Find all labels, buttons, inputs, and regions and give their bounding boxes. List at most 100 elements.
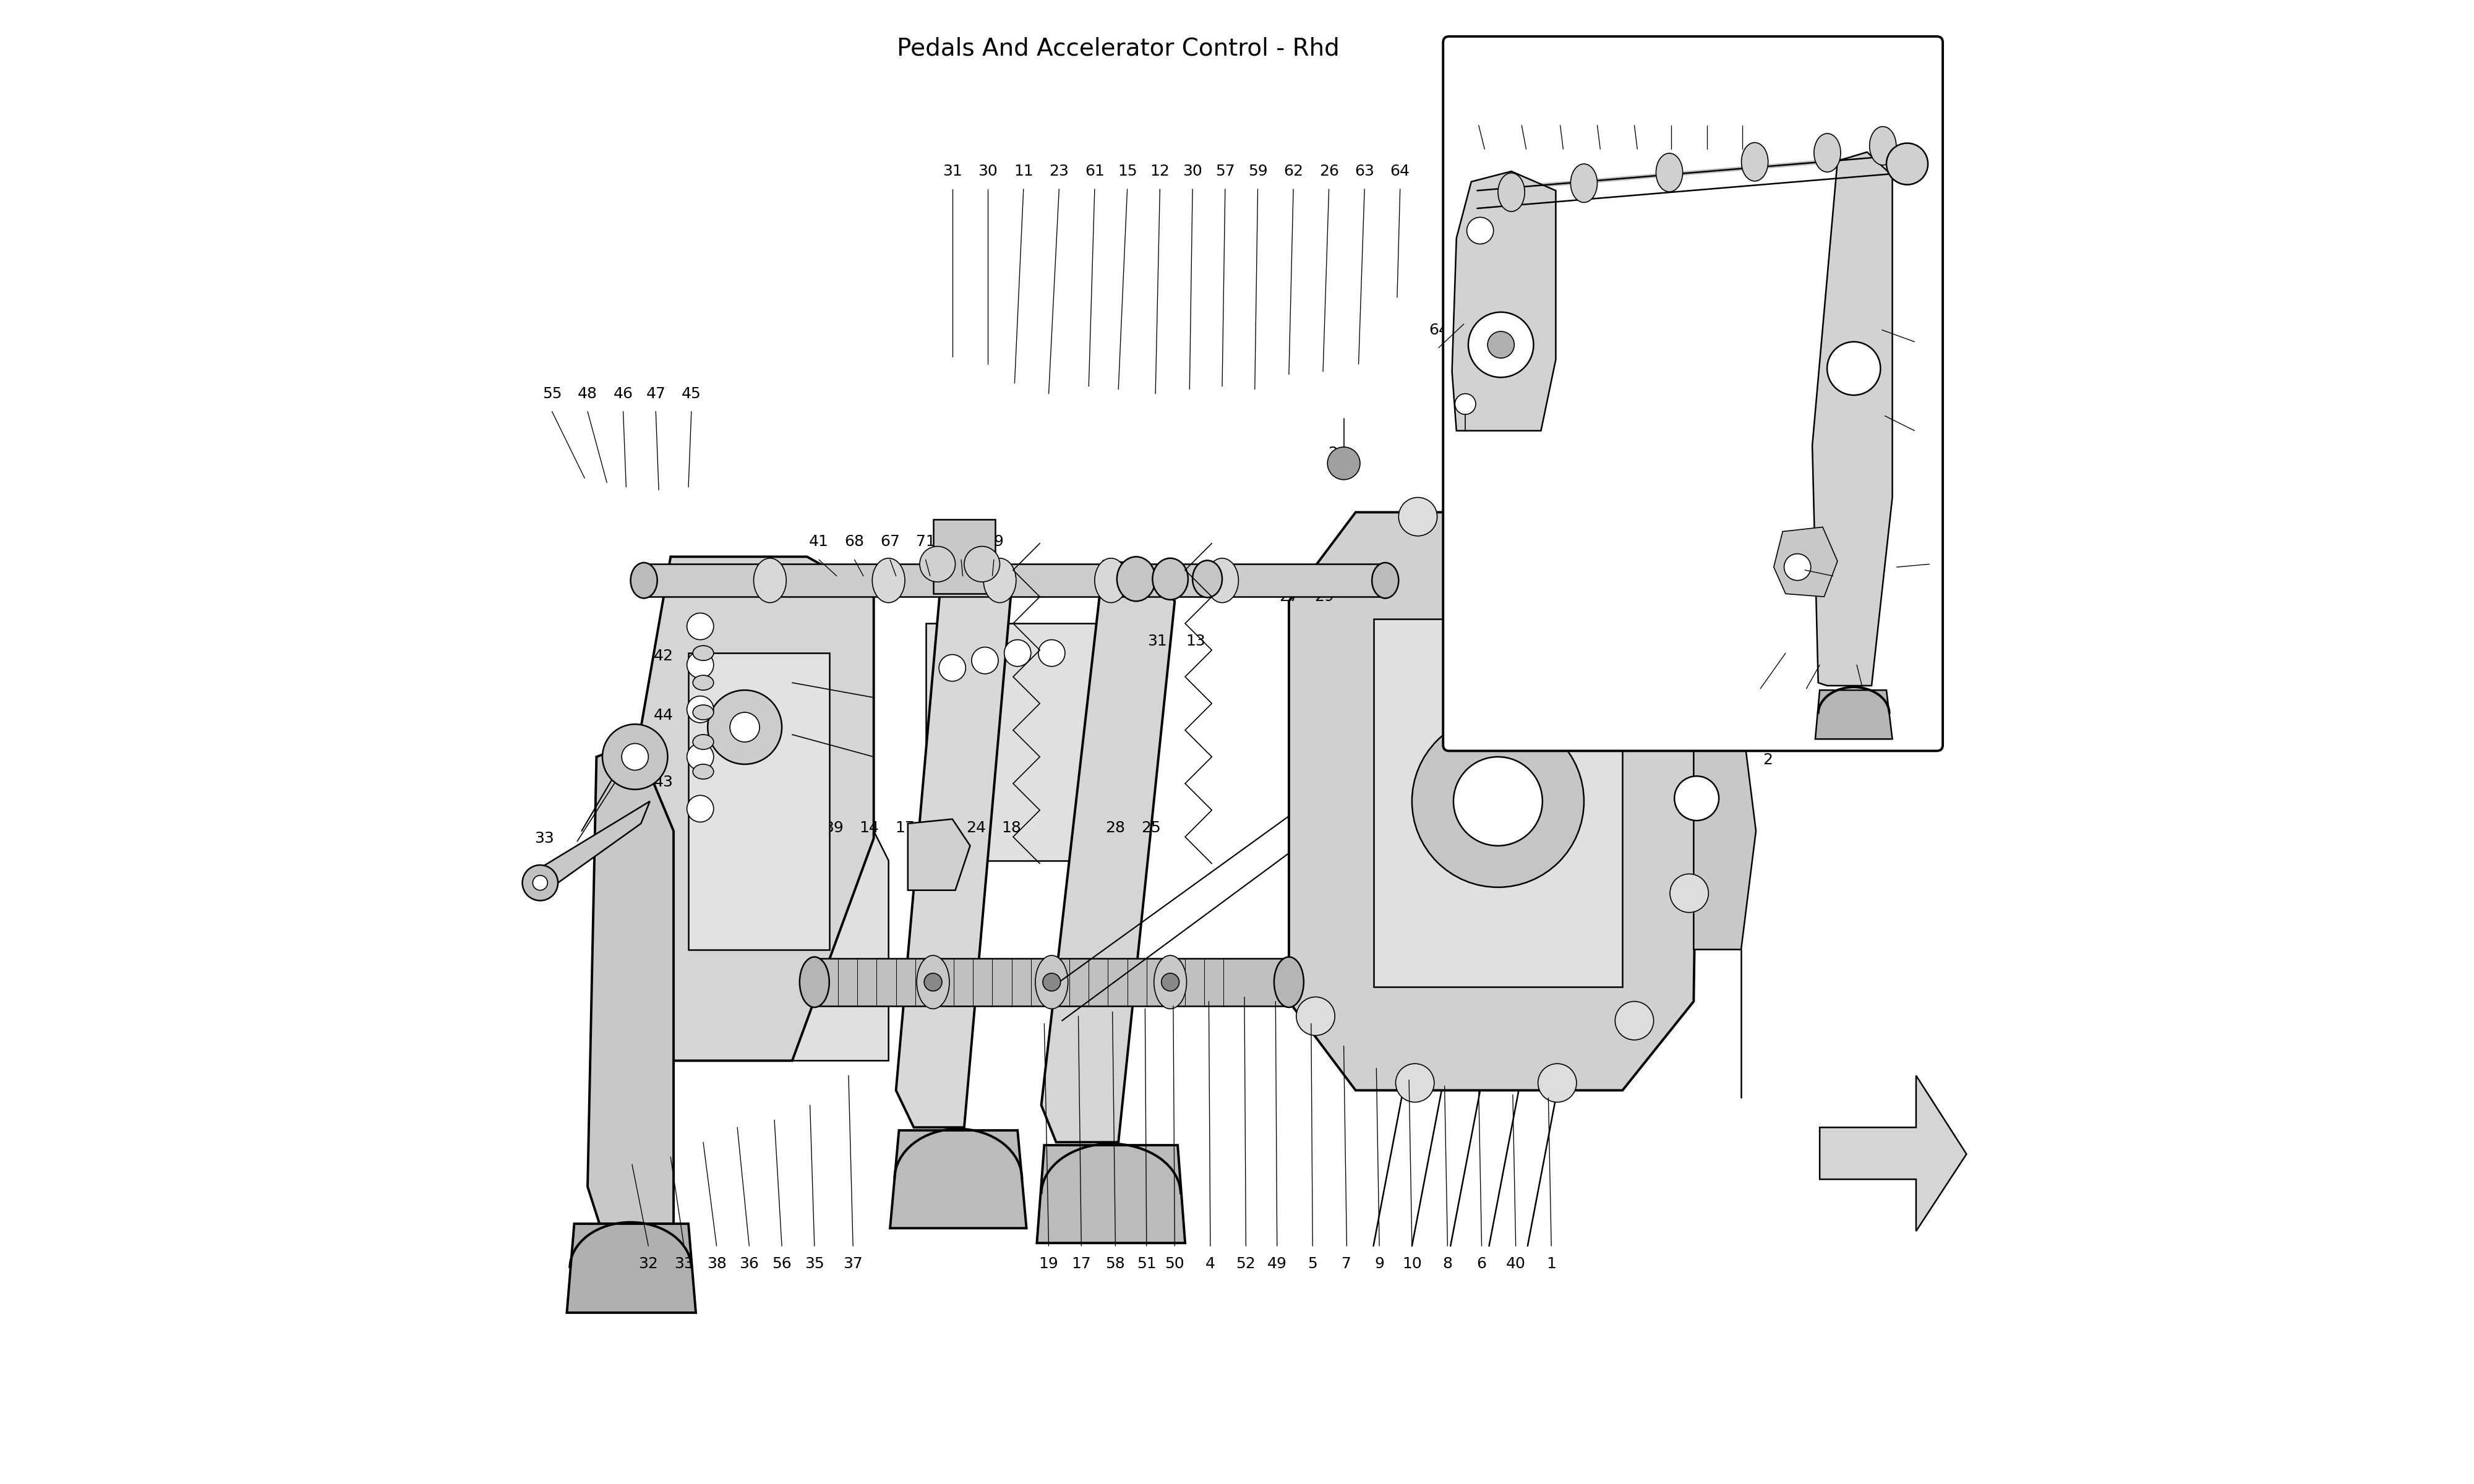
- Text: 42: 42: [653, 649, 673, 663]
- Circle shape: [1670, 634, 1710, 672]
- Text: 63: 63: [1356, 163, 1376, 178]
- Ellipse shape: [985, 558, 1017, 603]
- Polygon shape: [567, 1224, 695, 1313]
- Text: 65: 65: [1920, 539, 1940, 554]
- Text: Pedals And Accelerator Control - Rhd: Pedals And Accelerator Control - Rhd: [898, 37, 1341, 59]
- Text: 40: 40: [1507, 1257, 1526, 1272]
- Circle shape: [522, 865, 559, 901]
- Circle shape: [920, 546, 955, 582]
- Text: 26: 26: [1319, 163, 1338, 178]
- Bar: [933, 519, 995, 594]
- Polygon shape: [1695, 712, 1757, 950]
- FancyBboxPatch shape: [1442, 37, 1942, 751]
- Circle shape: [1042, 974, 1061, 991]
- Text: 30: 30: [1183, 163, 1202, 178]
- Circle shape: [1039, 640, 1064, 666]
- Circle shape: [1828, 341, 1880, 395]
- Ellipse shape: [1116, 556, 1155, 601]
- Text: 34: 34: [534, 865, 554, 880]
- Text: 9: 9: [1376, 1257, 1385, 1272]
- Text: 3: 3: [1338, 456, 1348, 470]
- Circle shape: [965, 546, 999, 582]
- Bar: [1373, 619, 1623, 987]
- Text: 68: 68: [844, 534, 863, 549]
- Text: 59: 59: [1759, 715, 1779, 730]
- Circle shape: [1452, 757, 1541, 846]
- Polygon shape: [1289, 512, 1700, 1091]
- Text: 6: 6: [1477, 1257, 1487, 1272]
- Circle shape: [1539, 1064, 1576, 1103]
- Text: 17: 17: [1071, 1257, 1091, 1272]
- Text: 11: 11: [1014, 163, 1034, 178]
- Circle shape: [925, 974, 943, 991]
- Circle shape: [1670, 874, 1710, 913]
- Text: 29: 29: [1853, 663, 1873, 678]
- Polygon shape: [1037, 1146, 1185, 1244]
- Circle shape: [1455, 393, 1475, 414]
- Text: 28: 28: [1752, 663, 1771, 678]
- Text: 456M GTA: 456M GTA: [1695, 534, 1898, 570]
- Circle shape: [940, 654, 965, 681]
- Text: 51: 51: [1136, 1257, 1155, 1272]
- Polygon shape: [1816, 690, 1893, 739]
- Ellipse shape: [693, 764, 713, 779]
- Text: 24: 24: [967, 821, 987, 835]
- Circle shape: [688, 651, 713, 678]
- Circle shape: [688, 743, 713, 770]
- Text: 14: 14: [858, 821, 878, 835]
- Text: 44: 44: [653, 708, 673, 723]
- Text: 13: 13: [1185, 634, 1205, 649]
- Text: 5: 5: [1309, 1257, 1319, 1272]
- Text: 60: 60: [1759, 678, 1779, 693]
- Text: 33: 33: [673, 1257, 693, 1272]
- Bar: [814, 959, 1289, 1006]
- Text: 45: 45: [680, 386, 700, 401]
- Text: 15: 15: [1118, 163, 1138, 178]
- Polygon shape: [589, 742, 673, 1224]
- Circle shape: [1398, 497, 1437, 536]
- Text: 61: 61: [1084, 163, 1103, 178]
- Text: 37: 37: [844, 1257, 863, 1272]
- Ellipse shape: [1373, 562, 1398, 598]
- Polygon shape: [1042, 561, 1175, 1143]
- Text: 8: 8: [1442, 1257, 1452, 1272]
- Text: 21: 21: [1512, 99, 1531, 114]
- Text: 1: 1: [1556, 99, 1566, 114]
- Circle shape: [1329, 447, 1361, 479]
- Polygon shape: [891, 1131, 1027, 1229]
- Text: 30: 30: [977, 163, 997, 178]
- Polygon shape: [1774, 527, 1838, 597]
- Text: 70: 70: [952, 534, 970, 549]
- Ellipse shape: [1034, 956, 1069, 1009]
- Ellipse shape: [1192, 561, 1222, 598]
- Text: 58: 58: [1106, 1257, 1126, 1272]
- Ellipse shape: [1153, 558, 1188, 600]
- Polygon shape: [537, 801, 651, 898]
- Ellipse shape: [873, 558, 905, 603]
- Text: 64: 64: [1390, 163, 1410, 178]
- Ellipse shape: [755, 558, 787, 603]
- Ellipse shape: [799, 957, 829, 1008]
- Ellipse shape: [1094, 558, 1128, 603]
- Bar: [643, 564, 1385, 597]
- Circle shape: [1675, 776, 1719, 821]
- Text: 23: 23: [1049, 163, 1069, 178]
- Text: 1: 1: [1546, 1257, 1556, 1272]
- Text: 28: 28: [1106, 821, 1126, 835]
- Circle shape: [1685, 653, 1744, 712]
- Text: 29: 29: [1314, 589, 1333, 604]
- Circle shape: [688, 613, 713, 640]
- Text: 22: 22: [1625, 99, 1645, 114]
- Ellipse shape: [631, 562, 658, 598]
- Circle shape: [708, 690, 782, 764]
- Circle shape: [1004, 640, 1032, 666]
- Ellipse shape: [693, 675, 713, 690]
- Polygon shape: [755, 594, 888, 1061]
- Text: 41: 41: [809, 534, 829, 549]
- Circle shape: [1601, 497, 1638, 536]
- Circle shape: [1296, 997, 1336, 1036]
- Text: 18: 18: [1002, 821, 1022, 835]
- Text: 64: 64: [1430, 322, 1450, 337]
- Ellipse shape: [918, 956, 950, 1009]
- Text: 35: 35: [804, 1257, 824, 1272]
